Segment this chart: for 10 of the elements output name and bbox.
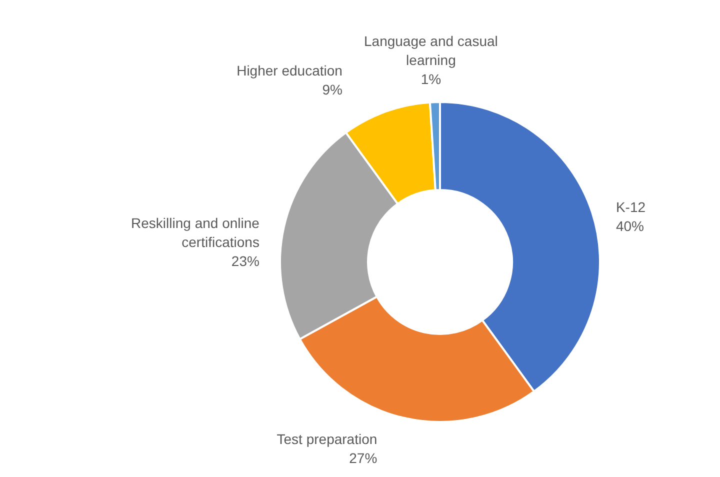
slice-label: K-12 — [616, 198, 646, 215]
data-label: 23% — [231, 252, 260, 269]
slice-label: Language and casual learning — [364, 33, 498, 68]
data-label: 40% — [616, 218, 644, 234]
slice-label: Reskilling and online certifications — [131, 214, 260, 250]
data-label: 27% — [349, 450, 378, 466]
data-label: 1% — [420, 71, 442, 88]
data-label: 9% — [322, 81, 342, 98]
slice-label: Higher education — [236, 62, 342, 78]
slice-label: Test preparation — [276, 430, 378, 447]
